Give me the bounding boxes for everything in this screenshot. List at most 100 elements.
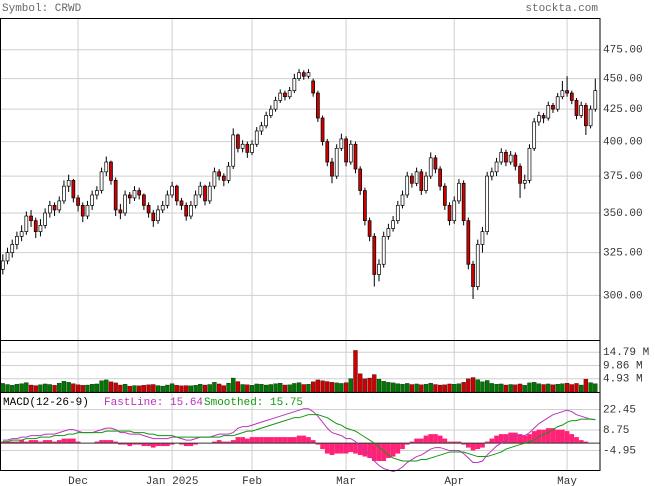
macd-histogram-bar [400, 443, 405, 450]
macd-histogram-bar [569, 434, 575, 444]
candle-body [179, 200, 184, 206]
volume-bar [137, 385, 142, 393]
x-tick-label: May [557, 476, 577, 486]
volume-bar [221, 385, 226, 393]
volume-bar [66, 382, 71, 393]
y-tick-label: 350.00 [603, 208, 643, 220]
macd-histogram-bar [390, 443, 396, 457]
volume-bar [5, 384, 10, 393]
volume-bar [24, 382, 29, 393]
volume-bar [104, 379, 109, 393]
volume-bar [94, 383, 100, 393]
macd-histogram-bar [122, 443, 128, 445]
candle-body [485, 175, 489, 232]
candle-body [297, 72, 301, 79]
candle-body [283, 92, 287, 98]
volume-bar [311, 381, 316, 393]
macd-histogram-bar [75, 441, 81, 444]
volume-bar [564, 382, 570, 393]
fast-legend: FastLine: 15.64 [104, 397, 203, 409]
candle-body [593, 90, 598, 110]
volume-bar [381, 381, 386, 393]
macd-histogram-bar [574, 437, 579, 444]
candle-body [569, 92, 574, 101]
macd-histogram-bar [498, 434, 504, 444]
macd-histogram-bar [244, 438, 250, 444]
macd-histogram-bar [414, 438, 419, 444]
candle-body [236, 134, 240, 149]
macd-histogram-bar [531, 431, 537, 444]
volume-bar [503, 384, 509, 393]
candle-body [24, 215, 29, 232]
volume-bar [231, 377, 236, 393]
candle-body [165, 194, 170, 206]
candle-body [90, 194, 95, 206]
volume-bar [550, 384, 556, 393]
candle-body [33, 220, 38, 232]
macd-histogram-bar [160, 443, 166, 447]
volume-bar [489, 383, 494, 393]
candle-body [259, 125, 264, 132]
candle-body [76, 197, 80, 206]
macd-histogram-bar [183, 443, 189, 447]
volume-bar [494, 384, 499, 393]
y-tick-label: 14.79 M [603, 347, 649, 359]
volume-bar [475, 379, 480, 393]
candle-body [574, 100, 579, 116]
candle-body [66, 180, 71, 187]
volume-bar [287, 384, 292, 393]
volume-bar [249, 385, 255, 393]
candle-body [250, 143, 254, 153]
y-tick-label: 400.00 [603, 136, 643, 148]
candle-body [104, 161, 109, 173]
volume-bar [301, 384, 306, 393]
volume-bar [386, 382, 391, 393]
macd-histogram-bar [367, 443, 372, 459]
candle-body [47, 205, 52, 214]
candle-body [203, 185, 207, 202]
macd-histogram-bar [475, 443, 481, 450]
volume-bar [132, 385, 137, 393]
volume-bar [47, 384, 52, 393]
macd-histogram-bar [94, 441, 100, 444]
macd-histogram-bar [146, 443, 151, 447]
volume-bar [343, 382, 349, 393]
macd-histogram-bar [277, 437, 283, 444]
volume-bar [414, 383, 419, 393]
volume-bar [522, 385, 527, 393]
volume-bar [546, 383, 551, 393]
macd-histogram-bar [259, 437, 264, 444]
volume-bar [273, 383, 278, 393]
macd-histogram-bar [536, 429, 542, 444]
macd-histogram-bar [249, 437, 255, 444]
x-tick-label: Dec [68, 476, 88, 486]
macd-histogram-bar [230, 440, 236, 444]
volume-bar [14, 384, 20, 393]
macd-histogram-bar [136, 443, 142, 445]
candle-body [410, 175, 414, 184]
plot-border [0, 18, 601, 471]
macd-histogram-bar [386, 443, 391, 459]
macd-histogram-bar [188, 443, 194, 447]
macd-histogram-bar [376, 443, 382, 462]
volume-bar [174, 385, 179, 393]
smoothed-legend: Smoothed: 15.75 [204, 397, 303, 409]
candle-body [156, 209, 160, 222]
candle-body [85, 205, 90, 217]
y-tick-label: 325.00 [603, 248, 643, 260]
candle-body [494, 161, 499, 173]
macd-histogram-bar [362, 443, 368, 457]
macd-histogram-bar [155, 443, 161, 447]
candle-body [363, 190, 367, 222]
volume-bar [216, 383, 222, 393]
macd-histogram-bar [19, 440, 24, 444]
macd-histogram-bar [47, 440, 53, 444]
candle-body [193, 194, 198, 206]
macd-histogram-bar [320, 443, 325, 450]
volume-bar [593, 383, 598, 393]
candle-body [132, 190, 137, 199]
macd-histogram-bar [334, 443, 340, 454]
volume-bar [484, 380, 490, 393]
volume-bar [452, 384, 457, 393]
